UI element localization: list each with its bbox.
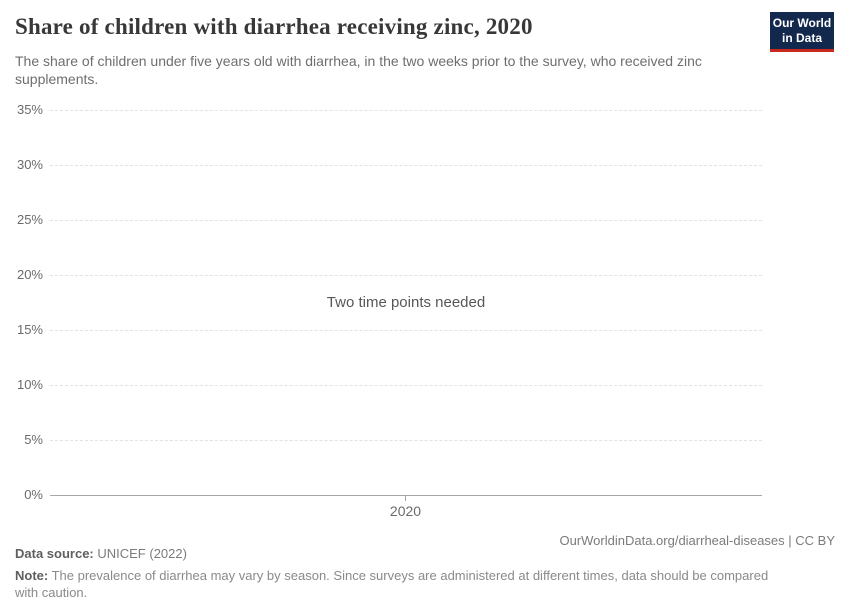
chart-subtitle: The share of children under five years o… — [15, 53, 702, 87]
owid-citation-link[interactable]: OurWorldinData.org/diarrheal-diseases | … — [559, 533, 835, 548]
y-gridline — [50, 440, 762, 441]
y-gridline — [50, 110, 762, 111]
x-axis-tick — [405, 495, 406, 501]
owid-logo-line2: in Data — [781, 31, 822, 45]
y-axis-tick-label: 0% — [24, 487, 43, 502]
owid-logo[interactable]: Our World in Data — [770, 12, 834, 52]
chart-title: Share of children with diarrhea receivin… — [15, 14, 533, 39]
owid-logo-line1: Our World — [772, 16, 832, 30]
y-axis-tick-label: 25% — [16, 212, 43, 227]
x-axis-tick-label: 2020 — [389, 503, 422, 519]
y-axis-tick-label: 35% — [16, 102, 43, 117]
y-axis-tick-label: 30% — [16, 157, 43, 172]
y-axis-tick-label: 10% — [16, 377, 43, 392]
x-axis-line — [50, 495, 762, 496]
data-source-value: UNICEF (2022) — [93, 546, 187, 561]
footer-note-label: Note: — [15, 568, 49, 583]
y-gridline — [50, 220, 762, 221]
y-axis-tick-label: 15% — [16, 322, 43, 337]
y-axis-tick-label: 20% — [16, 267, 43, 282]
data-source-label: Data source: — [15, 546, 94, 561]
y-gridline — [50, 275, 762, 276]
data-source-line: Data source: UNICEF (2022) — [15, 546, 187, 561]
footer-note: Note: The prevalence of diarrhea may var… — [15, 567, 787, 600]
y-gridline — [50, 165, 762, 166]
y-axis-tick-label: 5% — [24, 432, 43, 447]
y-gridline — [50, 330, 762, 331]
no-data-message: Two time points needed — [326, 294, 486, 311]
y-gridline — [50, 385, 762, 386]
footer-note-text: The prevalence of diarrhea may vary by s… — [15, 568, 769, 600]
